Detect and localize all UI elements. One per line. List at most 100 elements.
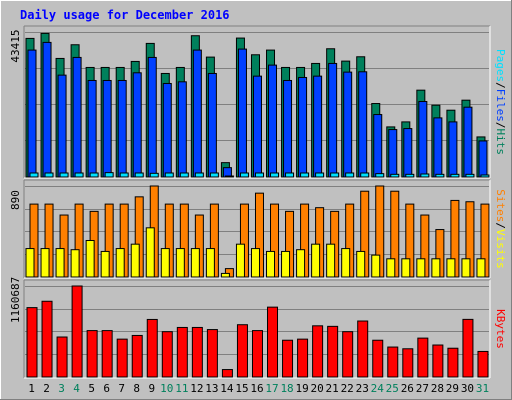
sites-bar xyxy=(281,250,291,278)
files-bar xyxy=(313,75,323,178)
x-tick-label: 1 xyxy=(28,382,35,395)
kbytes-bar xyxy=(342,331,354,378)
pages-bar xyxy=(74,172,84,178)
files-bar xyxy=(117,79,127,178)
kbytes-bar xyxy=(161,331,173,378)
sites-bar xyxy=(416,258,426,278)
files-bar xyxy=(403,128,413,178)
pages-bar xyxy=(285,172,295,178)
kbytes-panel-legend-label: KBytes xyxy=(494,309,507,349)
kbytes-bar xyxy=(71,285,83,378)
kbytes-bar xyxy=(432,344,444,378)
kbytes-bar xyxy=(372,339,384,378)
files-bar xyxy=(72,56,82,178)
kbytes-panel-legend-part: KBytes xyxy=(494,309,507,349)
hits-panel-legend-part: Files xyxy=(494,89,507,122)
sites-bar xyxy=(446,258,456,278)
x-tick-label: 18 xyxy=(280,382,293,395)
sites-bar xyxy=(40,248,50,278)
sites-bar xyxy=(115,248,125,278)
x-axis-day-labels: 1 2 3 4 5 6 7 8 9 10 11 12 13 14 15 16 17 18 19 20 21 22 23 24 2… xyxy=(28,382,489,395)
x-tick-label: 7 xyxy=(118,382,125,395)
kbytes-bar xyxy=(191,326,203,378)
sites-bar xyxy=(70,249,80,278)
files-bar xyxy=(177,81,187,178)
pages-bar xyxy=(119,172,129,178)
hits-panel-legend-part: Hits xyxy=(494,129,507,156)
kbytes-bar xyxy=(41,300,53,378)
files-bar xyxy=(328,62,338,178)
files-bar xyxy=(27,49,37,178)
kbytes-panel-ymax-label: 1160687 xyxy=(9,277,22,323)
hits-panel-legend-part: / xyxy=(494,82,507,89)
chart-title: Daily usage for December 2016 xyxy=(20,8,230,22)
sites-bar xyxy=(386,258,396,278)
pages-bar xyxy=(104,172,114,178)
sites-bar xyxy=(401,258,411,278)
kbytes-bar xyxy=(146,318,158,378)
x-tick-label: 17 xyxy=(265,382,278,395)
pages-bar xyxy=(345,172,355,178)
pages-bar xyxy=(360,172,370,178)
files-bar xyxy=(373,114,383,178)
x-tick-label: 16 xyxy=(250,382,263,395)
kbytes-bar xyxy=(26,307,38,378)
kbytes-bar xyxy=(327,325,339,378)
x-tick-label: 28 xyxy=(431,382,444,395)
x-tick-label: 20 xyxy=(311,382,324,395)
kbytes-bar xyxy=(402,348,414,378)
x-tick-label: 19 xyxy=(295,382,308,395)
pages-bar xyxy=(179,172,189,178)
sites-bar xyxy=(266,250,276,278)
pages-bar xyxy=(164,172,174,178)
sites-bar xyxy=(476,258,486,278)
files-bar xyxy=(478,140,488,178)
kbytes-bar xyxy=(101,330,113,378)
x-tick-label: 5 xyxy=(88,382,95,395)
sites-bar xyxy=(250,248,260,278)
x-tick-label: 11 xyxy=(175,382,188,395)
sites-bar xyxy=(235,243,245,278)
pages-bar xyxy=(465,173,475,178)
pages-bar xyxy=(450,173,460,178)
sites-bar xyxy=(326,243,336,278)
files-bar xyxy=(57,74,67,178)
x-tick-label: 14 xyxy=(220,382,234,395)
files-bar xyxy=(132,72,142,178)
kbytes-bar xyxy=(267,306,279,378)
files-bar xyxy=(298,76,308,178)
files-bar xyxy=(207,72,217,178)
sites-bar xyxy=(55,248,65,278)
pages-bar xyxy=(194,172,204,178)
pages-bar xyxy=(315,172,325,178)
files-bar xyxy=(87,79,97,178)
sites-bar xyxy=(145,227,155,278)
x-tick-label: 9 xyxy=(148,382,155,395)
sites-bar xyxy=(296,249,306,278)
pages-bar xyxy=(134,172,144,178)
pages-bar xyxy=(300,172,310,178)
files-bar xyxy=(252,75,262,178)
pages-bar xyxy=(239,172,249,178)
pages-bar xyxy=(375,173,385,178)
kbytes-bar xyxy=(312,325,324,378)
x-tick-label: 24 xyxy=(371,382,385,395)
sites-bar xyxy=(190,248,200,278)
kbytes-bar xyxy=(176,326,188,378)
files-bar xyxy=(102,79,112,178)
sites-bar xyxy=(431,258,441,278)
kbytes-bar xyxy=(477,350,489,378)
hits-panel-legend-part: / xyxy=(494,122,507,129)
pages-bar xyxy=(254,172,264,178)
pages-bar xyxy=(270,172,280,178)
kbytes-bar xyxy=(206,329,218,378)
sites-bar xyxy=(25,248,35,278)
kbytes-bar xyxy=(462,318,474,378)
kbytes-bar xyxy=(56,336,68,378)
x-tick-label: 25 xyxy=(386,382,399,395)
sites-bar xyxy=(175,248,185,278)
kbytes-bar xyxy=(297,338,309,378)
hits-panel-ymax-label: 43415 xyxy=(9,29,22,62)
visits-panel-legend-part: Visits xyxy=(494,229,507,269)
